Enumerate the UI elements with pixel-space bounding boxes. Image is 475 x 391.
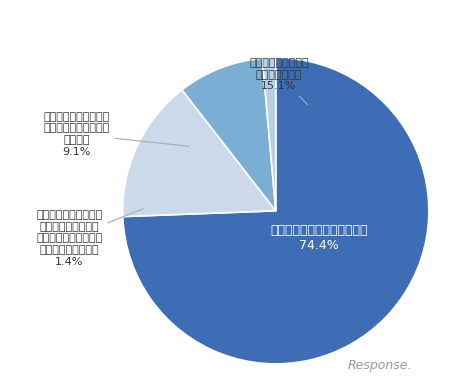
Text: 現在、自動車のサブス
クリプションサービ
ス・カーリースにて自
動車を所有している
1.4%: 現在、自動車のサブス クリプションサービ ス・カーリースにて自 動車を所有してい… [36, 209, 143, 267]
Text: 以前に自動車を所有し
ていたが現在は所有し
ていない
9.1%: 以前に自動車を所有し ていたが現在は所有し ていない 9.1% [44, 112, 189, 157]
Text: 今まで自動車を所有
したことはない
15.1%: 今まで自動車を所有 したことはない 15.1% [249, 58, 309, 105]
Wedge shape [262, 58, 276, 211]
Wedge shape [123, 58, 429, 364]
Wedge shape [182, 58, 276, 211]
Text: Response.: Response. [348, 359, 412, 371]
Wedge shape [123, 90, 276, 217]
Text: 現在、自動車を所有している
74.4%: 現在、自動車を所有している 74.4% [270, 224, 367, 252]
